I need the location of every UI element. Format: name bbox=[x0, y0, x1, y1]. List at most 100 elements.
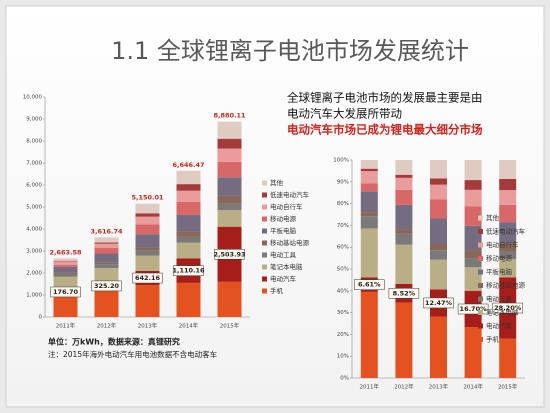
bar-segment bbox=[217, 195, 242, 204]
bar-segment bbox=[176, 190, 201, 202]
value-label: 28.20% bbox=[494, 304, 522, 312]
legend-label: 电动汽车 bbox=[486, 321, 513, 330]
bar-segment bbox=[499, 160, 517, 179]
y-tick-label: 2,000 bbox=[26, 271, 42, 277]
y-tick-label: 50% bbox=[337, 267, 349, 273]
value-label-box bbox=[492, 302, 523, 314]
bar-segment bbox=[217, 161, 242, 178]
legend-swatch bbox=[262, 204, 267, 210]
bar-segment bbox=[217, 121, 242, 139]
bar-segment bbox=[53, 293, 78, 317]
y-tick-label: 70% bbox=[337, 223, 349, 229]
bar-segment bbox=[217, 203, 242, 211]
legend-swatch bbox=[478, 229, 483, 234]
total-label: 3,616.74 bbox=[90, 227, 123, 235]
text-highlight: 电动汽车市场已成为锂电最大细分市场 bbox=[287, 123, 483, 137]
bar-segment bbox=[53, 272, 78, 274]
bar-segment bbox=[176, 214, 201, 232]
bar-segment bbox=[94, 243, 119, 249]
bar-segment bbox=[499, 178, 517, 191]
legend-swatch bbox=[478, 269, 483, 275]
legend-swatch bbox=[478, 256, 483, 261]
bar-segment bbox=[135, 255, 160, 271]
x-tick-label: 2015年 bbox=[498, 383, 518, 391]
legend-label: 移动基站电源 bbox=[486, 281, 526, 290]
bar-segment bbox=[430, 184, 447, 200]
bar-segment bbox=[94, 268, 119, 283]
bar-segment bbox=[176, 242, 201, 259]
value-label-box bbox=[91, 280, 122, 292]
bar-segment bbox=[430, 259, 447, 290]
bar-segment bbox=[135, 285, 160, 317]
bar-segment bbox=[395, 174, 413, 178]
bar-segment bbox=[135, 234, 160, 248]
value-label: 8.52% bbox=[393, 289, 416, 297]
legend-swatch bbox=[262, 180, 267, 186]
bar-segment bbox=[135, 250, 160, 256]
bar-segment bbox=[94, 253, 119, 263]
bar-segment bbox=[464, 206, 482, 226]
value-label: 2,503.93 bbox=[213, 250, 245, 258]
bar-segment bbox=[395, 189, 413, 205]
legend-swatch bbox=[262, 288, 267, 294]
bar-segment bbox=[395, 302, 413, 378]
legend-swatch bbox=[478, 323, 483, 329]
bar-segment bbox=[464, 160, 482, 181]
bar-segment bbox=[395, 160, 413, 175]
legend-label: 笔记本电脑 bbox=[486, 308, 519, 317]
bar-segment bbox=[176, 201, 201, 215]
legend-label: 电动自行车 bbox=[486, 240, 519, 249]
value-label-box bbox=[214, 249, 245, 260]
value-label: 1,110.16 bbox=[172, 267, 205, 275]
bar-segment bbox=[176, 184, 201, 191]
value-label: 12.47% bbox=[425, 299, 453, 307]
bar-segment bbox=[94, 262, 119, 265]
total-label: 2,663.58 bbox=[49, 248, 82, 256]
value-label-box bbox=[354, 279, 385, 290]
legend-swatch bbox=[478, 283, 483, 288]
bar-segment bbox=[464, 189, 482, 207]
legend-label: 手机 bbox=[270, 286, 284, 295]
y-tick-label: 5,000 bbox=[26, 205, 42, 211]
value-label: 325.20 bbox=[94, 282, 120, 290]
y-tick-label: 100% bbox=[333, 158, 349, 164]
legend-label: 电动工具 bbox=[270, 250, 297, 259]
y-tick-label: 40% bbox=[337, 288, 349, 294]
y-tick-label: 7,000 bbox=[26, 161, 42, 167]
value-label-box bbox=[50, 286, 81, 298]
bar-segment bbox=[499, 338, 517, 378]
total-label: 8,880.11 bbox=[213, 112, 246, 120]
bar-segment bbox=[135, 247, 160, 251]
bar-segment bbox=[360, 160, 378, 169]
legend-swatch bbox=[478, 310, 483, 315]
bar-segment bbox=[135, 216, 160, 225]
legend-label: 其他 bbox=[486, 213, 500, 222]
legend-label: 平板电脑 bbox=[270, 226, 297, 235]
legend-swatch bbox=[478, 242, 483, 248]
bar-segment bbox=[94, 264, 119, 269]
bar-segment bbox=[499, 243, 517, 252]
bar-segment bbox=[217, 177, 242, 196]
x-tick-label: 2012年 bbox=[394, 383, 414, 391]
bar-segment bbox=[360, 168, 378, 172]
bar-segment bbox=[499, 258, 517, 278]
bar-segment bbox=[499, 204, 517, 223]
legend-label: 其他 bbox=[270, 178, 284, 187]
bar-segment bbox=[53, 266, 78, 273]
bar-segment bbox=[464, 258, 482, 268]
x-tick-label: 2013年 bbox=[138, 322, 158, 330]
bar-segment bbox=[53, 258, 78, 261]
value-label: 6.61% bbox=[358, 281, 381, 289]
x-tick-label: 2014年 bbox=[179, 322, 199, 330]
legend-label: 平板电脑 bbox=[486, 267, 513, 276]
bar-segment bbox=[94, 289, 119, 317]
bar-segment bbox=[135, 203, 160, 214]
legend-label: 电动自行车 bbox=[270, 202, 303, 211]
text-line: 全球锂离子电池市场的发展最主要是由 bbox=[287, 91, 483, 105]
legend-swatch bbox=[262, 228, 267, 234]
bar-segment bbox=[94, 237, 119, 243]
legend-label: 电动工具 bbox=[486, 294, 513, 303]
bar-segment bbox=[464, 267, 482, 291]
legend-swatch bbox=[262, 216, 267, 222]
legend-swatch bbox=[262, 240, 267, 246]
